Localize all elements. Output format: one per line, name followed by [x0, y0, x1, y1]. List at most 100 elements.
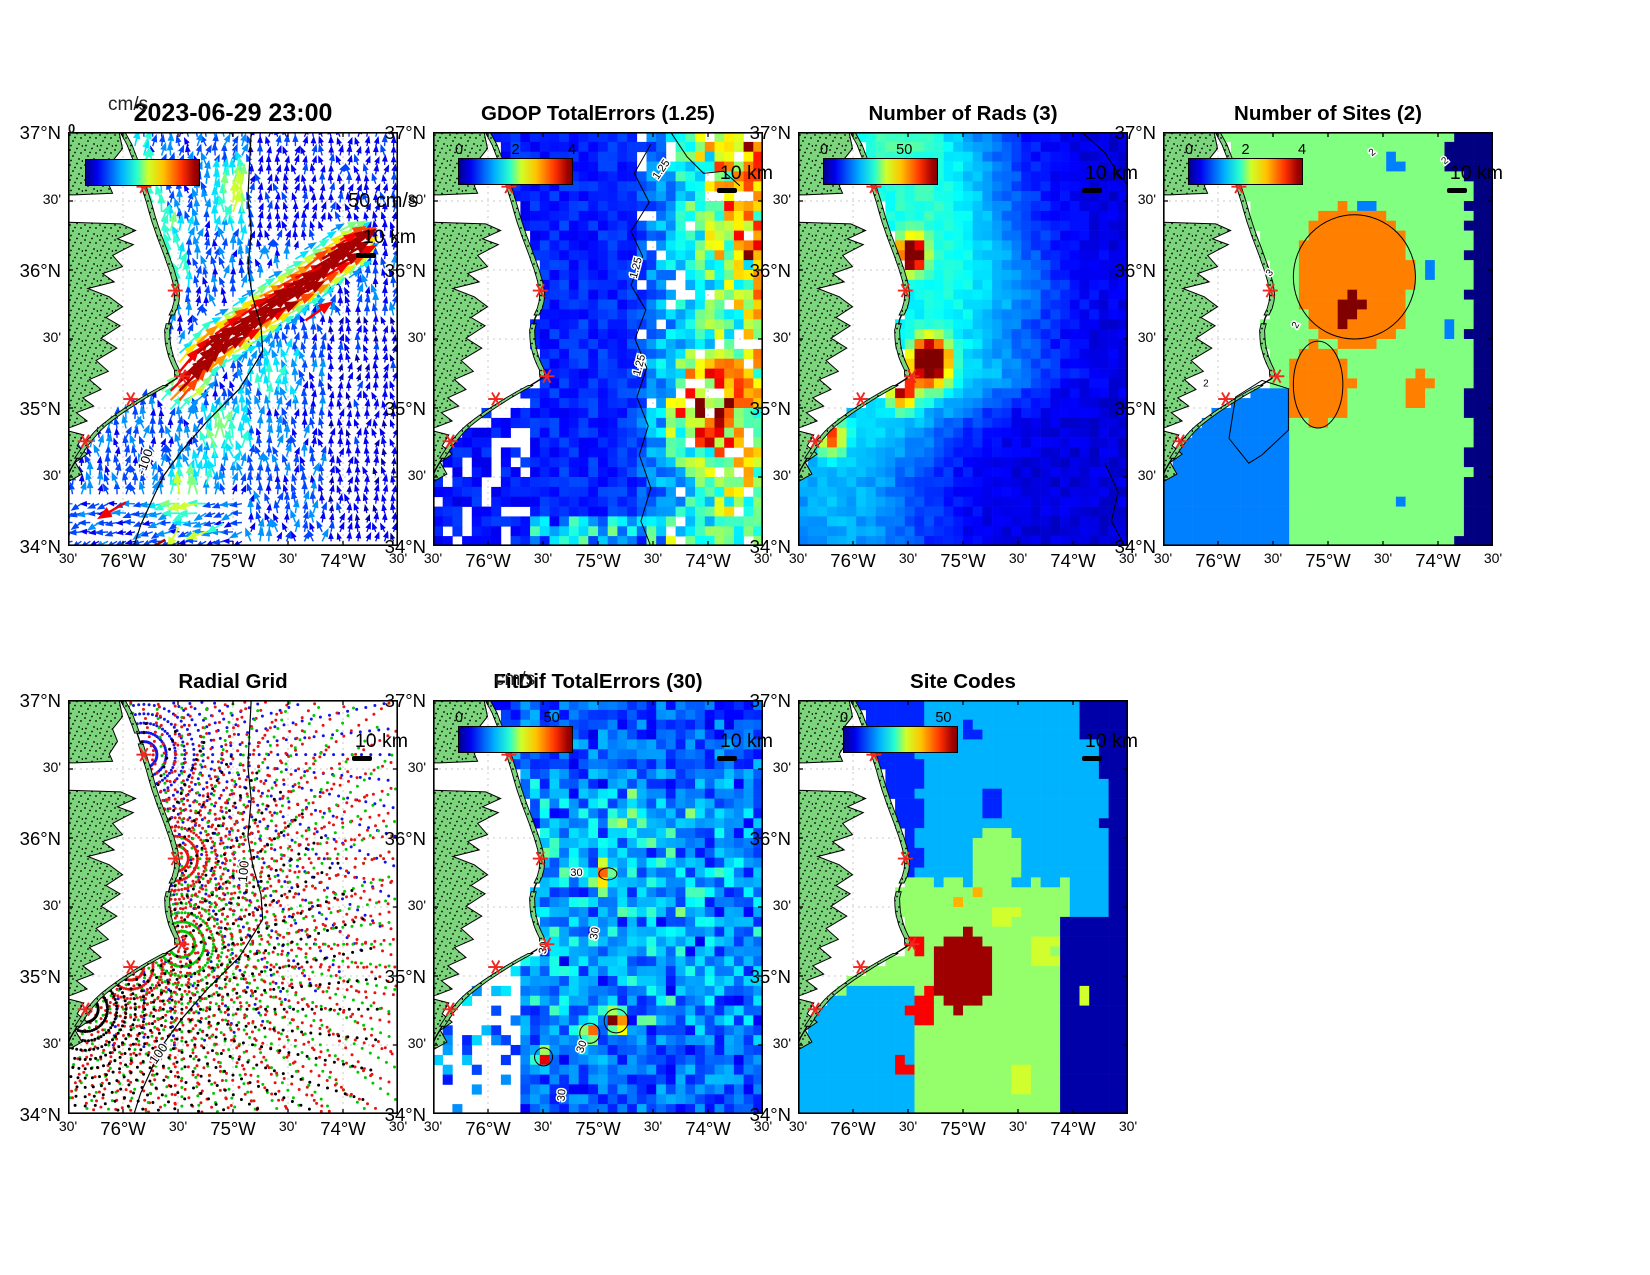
x-tick-label: 30' — [1483, 550, 1503, 566]
y-tick-label: 36°N — [749, 260, 791, 281]
x-tick-label: 76°W — [465, 1118, 511, 1139]
x-tick-label: 30' — [168, 1118, 188, 1134]
y-axis-labels: 37°N 30' 36°N 30' 35°N 30' 34°N — [746, 690, 794, 1125]
x-tick-label: 30' — [1153, 550, 1173, 566]
x-tick-label: 30' — [423, 1118, 443, 1134]
y-tick-label: 36°N — [384, 828, 426, 849]
x-tick-label: 30' — [1008, 550, 1028, 566]
colorbar-ticks: 0 50 — [840, 710, 957, 726]
x-tick-label: 76°W — [830, 550, 876, 571]
x-tick-label: 30' — [643, 550, 663, 566]
colorbar-ticks: 0 2 4 — [1185, 142, 1306, 158]
y-tick-label: 35°N — [749, 398, 791, 419]
scale-bar — [717, 756, 737, 761]
y-axis-labels: 37°N 30' 36°N 30' 35°N 30' 34°N — [746, 122, 794, 557]
map-plot: 100 100 10 km 37°N 30' 36°N 30' 35°N 30' 34°N 3… — [20, 690, 408, 1139]
y-tick-label: 34°N — [384, 536, 426, 557]
x-tick-label: 30' — [788, 1118, 808, 1134]
x-tick-label: 30' — [788, 550, 808, 566]
x-tick-label: 74°W — [685, 550, 731, 571]
y-tick-label: 30' — [1137, 191, 1156, 207]
x-tick-label: 74°W — [1050, 550, 1096, 571]
svg-text:100: 100 — [235, 860, 252, 883]
x-axis-labels: 30' 76°W 30' 75°W 30' 74°W 30' — [59, 1116, 407, 1140]
y-tick-label: 34°N — [1114, 536, 1156, 557]
y-axis-labels: 37°N 30' 36°N 30' 35°N 30' 34°N — [381, 122, 429, 557]
colorbar-tick: 2 — [511, 142, 520, 158]
x-tick-label: 30' — [278, 550, 298, 566]
colorbar: 0 2 4 — [455, 142, 576, 185]
x-tick-label: 30' — [58, 1118, 78, 1134]
panel-site-codes: Site Codes 0 50 10 km 37°N 30' 36°N 30' 35°N… — [750, 670, 1138, 1139]
y-tick-label: 36°N — [384, 260, 426, 281]
x-tick-label: 75°W — [210, 550, 256, 571]
panel-title: FitDif TotalErrors (30) — [493, 670, 703, 693]
colorbar-ticks: 0 50 — [820, 142, 937, 158]
x-tick-label: 75°W — [940, 1118, 986, 1139]
colorbar-tick: 0 — [839, 710, 849, 726]
scale-bar — [1082, 756, 1102, 761]
x-tick-label: 30' — [643, 1118, 663, 1134]
y-tick-label: 30' — [772, 329, 791, 345]
x-axis-labels: 30' 76°W 30' 75°W 30' 74°W 30' — [1154, 548, 1502, 572]
colorbar-tick: 2 — [1241, 142, 1250, 158]
panel-title: Number of Sites (2) — [1234, 102, 1422, 125]
x-tick-label: 76°W — [100, 550, 146, 571]
colorbar-ticks: 0 50 — [455, 710, 572, 726]
colorbar: 0 50 — [820, 142, 938, 185]
y-tick-label: 30' — [772, 1035, 791, 1051]
y-tick-label: 37°N — [1114, 122, 1156, 143]
x-tick-label: 75°W — [210, 1118, 256, 1139]
x-tick-label: 76°W — [830, 1118, 876, 1139]
y-tick-label: 37°N — [384, 690, 426, 711]
y-tick-label: 30' — [42, 897, 61, 913]
y-tick-label: 30' — [407, 329, 426, 345]
scale-bar — [352, 756, 372, 761]
panel-title: Number of Rads (3) — [868, 102, 1058, 125]
scale-bar — [1082, 188, 1102, 193]
scale-bar-label: 10 km — [1084, 162, 1138, 184]
y-tick-label: 30' — [407, 1035, 426, 1051]
x-tick-label: 30' — [753, 550, 773, 566]
x-tick-label: 76°W — [100, 1118, 146, 1139]
y-tick-label: 34°N — [19, 1104, 61, 1125]
y-tick-label: 30' — [772, 759, 791, 775]
colorbar-tick-labels-overlapped: 0 2 4 6 8 10 12 14 16 18 20 22 24 26 28 … — [68, 121, 218, 138]
y-tick-label: 36°N — [19, 260, 61, 281]
y-tick-label: 30' — [1137, 467, 1156, 483]
scale-bar — [717, 188, 737, 193]
x-axis-labels: 30' 76°W 30' 75°W 30' 74°W 30' — [424, 548, 772, 572]
panel-radial-grid: Radial Grid 100 100 10 km 37°N 30' 36°N 30' 3… — [20, 670, 408, 1139]
x-axis-labels: 30' 76°W 30' 75°W 30' 74°W 30' — [424, 1116, 772, 1140]
panel-surface-currents: 2023-06-29 23:00 cm/s -100 0 2 4 6 8 10 … — [20, 94, 418, 571]
y-tick-label: 37°N — [384, 122, 426, 143]
y-tick-label: 37°N — [19, 690, 61, 711]
y-tick-label: 30' — [42, 329, 61, 345]
x-tick-label: 75°W — [575, 1118, 621, 1139]
x-tick-label: 30' — [1118, 550, 1138, 566]
y-tick-label: 30' — [772, 191, 791, 207]
y-tick-label: 34°N — [384, 1104, 426, 1125]
x-tick-label: 76°W — [1195, 550, 1241, 571]
x-tick-label: 30' — [278, 1118, 298, 1134]
x-tick-label: 30' — [533, 1118, 553, 1134]
scale-bar — [356, 253, 376, 258]
map-plot: 0 50 10 km 37°N 30' 36°N 30' 35°N 30' 34°N 30'… — [750, 690, 1138, 1139]
panel-number-of-rads: Number of Rads (3) 0 50 10 km 37°N 30' 36°… — [750, 102, 1138, 571]
y-tick-label: 35°N — [384, 966, 426, 987]
scale-bar-label: 10 km — [1084, 730, 1138, 752]
y-tick-label: 30' — [407, 897, 426, 913]
colorbar-tick: 50 — [896, 142, 913, 158]
y-tick-label: 34°N — [19, 536, 61, 557]
site-codes-map — [798, 700, 1128, 1114]
x-tick-label: 30' — [1263, 550, 1283, 566]
colorbar: 0 50 — [455, 710, 573, 753]
map-plot: 1.25 1.25 1.25 0 2 4 10 km 37°N 30' 36°N 30' 3… — [385, 122, 773, 571]
x-tick-label: 75°W — [940, 550, 986, 571]
y-tick-label: 34°N — [749, 1104, 791, 1125]
y-axis-labels: 37°N 30' 36°N 30' 35°N 30' 34°N — [381, 690, 429, 1125]
